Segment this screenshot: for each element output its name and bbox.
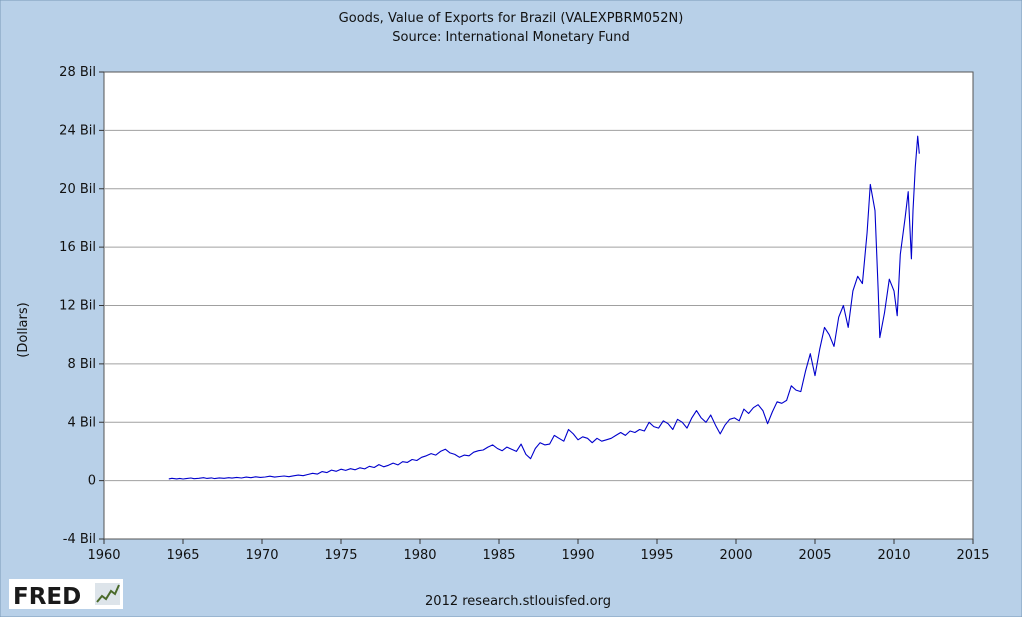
x-tick-label: 1985 bbox=[482, 548, 515, 563]
x-tick-label: 2010 bbox=[877, 548, 910, 563]
x-tick-label: 1980 bbox=[403, 548, 436, 563]
y-tick-label: 0 bbox=[88, 474, 96, 489]
y-tick-label: -4 Bil bbox=[63, 532, 96, 547]
y-tick-label: 16 Bil bbox=[59, 240, 96, 255]
x-tick-label: 1975 bbox=[324, 548, 357, 563]
grid-lines bbox=[104, 129, 973, 482]
fred-logo-graph-icon bbox=[95, 583, 120, 605]
x-tick-label: 1965 bbox=[166, 548, 199, 563]
series-line bbox=[168, 135, 920, 480]
source-credit: 2012 research.stlouisfed.org bbox=[425, 594, 611, 609]
y-tick-label: 20 Bil bbox=[59, 182, 96, 197]
x-tick-label: 2005 bbox=[798, 548, 831, 563]
x-tick-label: 1990 bbox=[561, 548, 594, 563]
fred-logo-text: FRED bbox=[13, 584, 81, 610]
y-axis: -4 Bil 0 4 Bil 8 Bil 12 Bil 16 Bil 20 Bil 24 Bi… bbox=[59, 65, 104, 547]
y-tick-label: 8 Bil bbox=[67, 357, 96, 372]
y-tick-label: 24 Bil bbox=[59, 123, 96, 138]
chart-title: Goods, Value of Exports for Brazil (VALE… bbox=[339, 11, 684, 26]
y-tick-label: 28 Bil bbox=[59, 65, 96, 80]
x-tick-label: 1960 bbox=[87, 548, 120, 563]
series-layer bbox=[168, 135, 920, 480]
x-tick-label: 2015 bbox=[956, 548, 989, 563]
x-tick-label: 1995 bbox=[640, 548, 673, 563]
fred-logo: FRED bbox=[9, 579, 123, 610]
x-axis: 1960 1965 1970 1975 1980 1985 1990 1995 2000 2005… bbox=[87, 539, 990, 563]
y-axis-label: (Dollars) bbox=[16, 302, 31, 357]
chart-subtitle: Source: International Monetary Fund bbox=[392, 30, 629, 45]
x-tick-label: 2000 bbox=[719, 548, 752, 563]
y-tick-label: 4 Bil bbox=[67, 415, 96, 430]
x-tick-label: 1970 bbox=[245, 548, 278, 563]
y-tick-label: 12 Bil bbox=[59, 299, 96, 314]
